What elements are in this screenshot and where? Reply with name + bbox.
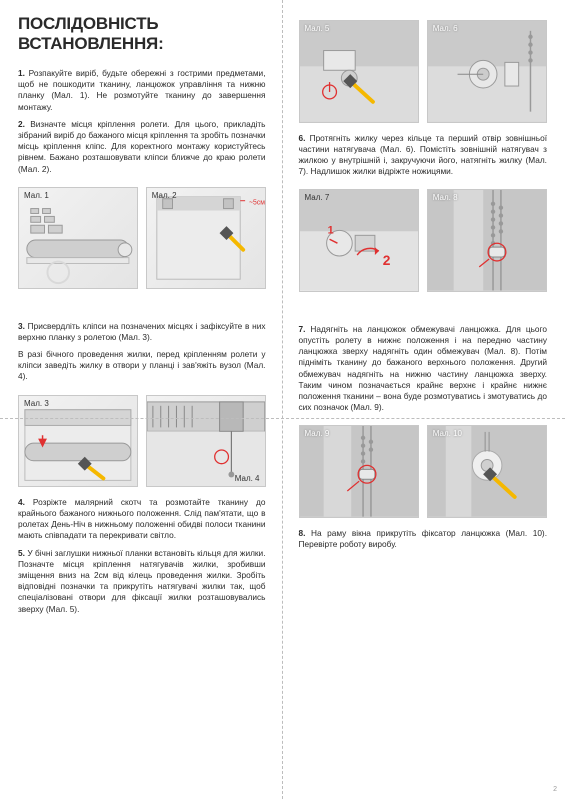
step-5: 5. У бічні заглушки нижньої планки встан…	[18, 548, 266, 615]
fig-row-5-6: Мал. 5 Мал. 6	[299, 20, 548, 123]
horizontal-divider	[0, 418, 565, 419]
svg-text:2: 2	[382, 253, 390, 268]
fig-4-label: Мал. 4	[235, 474, 260, 483]
step-2: 2. Визначте місця кріплення ролети. Для …	[18, 119, 266, 175]
fig-8-label: Мал. 8	[433, 193, 458, 202]
page-number: 2	[553, 786, 557, 793]
fig-2-label: Мал. 2	[152, 191, 177, 200]
right-column: Мал. 5 Мал. 6	[283, 0, 565, 799]
step-3: 3. Присвердліть кліпси на позначених міс…	[18, 321, 266, 343]
fig-9-label: Мал. 9	[305, 429, 330, 438]
fig-row-7-8: Мал. 7 1 2 Мал. 8	[299, 189, 548, 292]
fig-10-label: Мал. 10	[433, 429, 462, 438]
figure-5: Мал. 5	[299, 20, 419, 123]
figure-9: Мал. 9	[299, 425, 419, 518]
page-title: ПОСЛІДОВНІСТЬ ВСТАНОВЛЕННЯ:	[18, 14, 266, 54]
fig-row-9-10: Мал. 9 Мал. 10	[299, 425, 548, 518]
step-8: 8. На раму вікна прикрутіть фіксатор лан…	[299, 528, 548, 550]
svg-text:~5см: ~5см	[249, 199, 265, 206]
left-column: ПОСЛІДОВНІСТЬ ВСТАНОВЛЕННЯ: 1. Розпакуйт…	[0, 0, 283, 799]
figure-7: Мал. 7 1 2	[299, 189, 419, 292]
figure-1: Мал. 1	[18, 187, 138, 289]
fig-row-1-2: Мал. 1 Мал. 2	[18, 187, 266, 289]
step-3b: В разі бічного проведення жилки, перед к…	[18, 349, 266, 383]
fig-3-label: Мал. 3	[24, 399, 49, 408]
fig-7-label: Мал. 7	[305, 193, 330, 202]
svg-text:1: 1	[327, 225, 333, 237]
figure-4: Мал. 4	[146, 395, 266, 487]
step-6: 6. Протягніть жилку через кільце та перш…	[299, 133, 548, 178]
figure-8: Мал. 8	[427, 189, 547, 292]
fig-1-label: Мал. 1	[24, 191, 49, 200]
figure-3: Мал. 3	[18, 395, 138, 487]
step-4: 4. Розріжте малярний скотч та розмотайте…	[18, 497, 266, 542]
figure-6: Мал. 6	[427, 20, 547, 123]
fig-5-label: Мал. 5	[305, 24, 330, 33]
figure-2: Мал. 2 ~5см	[146, 187, 266, 289]
step-7: 7. Надягніть на ланцюжок обмежувачі ланц…	[299, 324, 548, 414]
fig-row-3-4: Мал. 3 Мал. 4	[18, 395, 266, 487]
fig-6-label: Мал. 6	[433, 24, 458, 33]
figure-10: Мал. 10	[427, 425, 547, 518]
step-1: 1. Розпакуйте виріб, будьте обережні з г…	[18, 68, 266, 113]
